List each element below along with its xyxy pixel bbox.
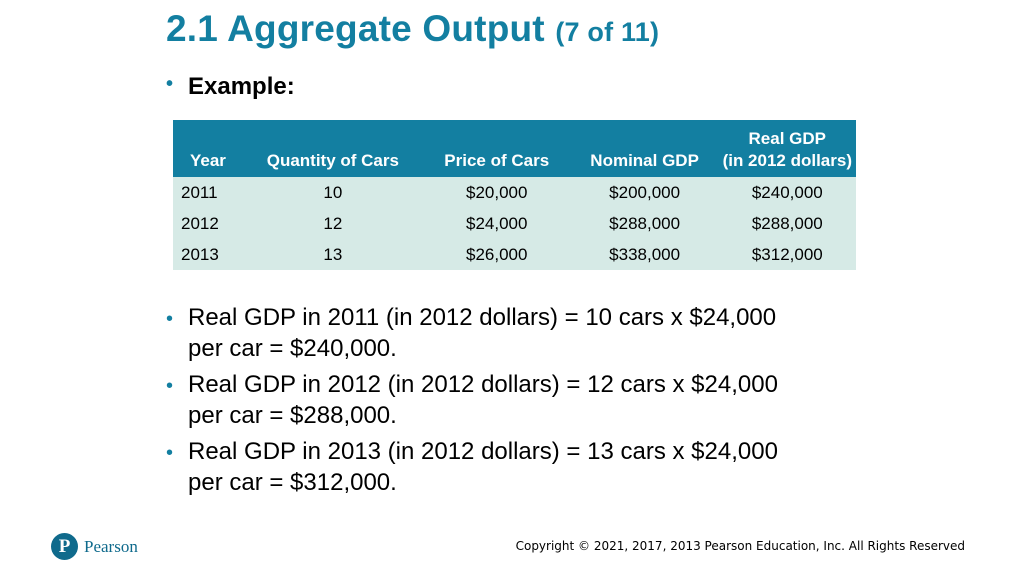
equation-text: Real GDP in 2012 (in 2012 dollars) = 12 … [188, 369, 868, 431]
header-real-line1: Real GDP [748, 129, 827, 148]
header-year: Year [173, 120, 243, 177]
table-row: 2013 13 $26,000 $338,000 $312,000 [173, 239, 856, 270]
cell-real-gdp: $288,000 [718, 208, 856, 239]
cell-year: 2013 [173, 239, 243, 270]
header-nominal-gdp: Nominal GDP [570, 120, 719, 177]
title-subtitle: (7 of 11) [555, 17, 660, 47]
table-header-row: Year Quantity of Cars Price of Cars Nomi… [173, 120, 856, 177]
cell-price: $24,000 [422, 208, 571, 239]
bullet-dot-icon: • [166, 375, 174, 397]
table-row: 2011 10 $20,000 $200,000 $240,000 [173, 177, 856, 208]
equation-text: Real GDP in 2011 (in 2012 dollars) = 10 … [188, 302, 868, 364]
cell-real-gdp: $312,000 [718, 239, 856, 270]
header-quantity: Quantity of Cars [242, 120, 423, 177]
header-price: Price of Cars [422, 120, 571, 177]
example-label: Example: [188, 73, 295, 100]
cell-year: 2012 [173, 208, 243, 239]
equation-line1: Real GDP in 2013 (in 2012 dollars) = 13 … [188, 438, 778, 465]
cell-quantity: 12 [242, 208, 423, 239]
header-real-line2: (in 2012 dollars) [722, 151, 852, 170]
cell-real-gdp: $240,000 [718, 177, 856, 208]
equation-text: Real GDP in 2013 (in 2012 dollars) = 13 … [188, 436, 868, 498]
bullet-dot-icon: • [166, 308, 174, 330]
equation-line2: per car = $240,000. [188, 335, 397, 362]
pearson-p-icon: P [51, 533, 78, 560]
equation-line2: per car = $288,000. [188, 402, 397, 429]
cell-nominal-gdp: $338,000 [570, 239, 719, 270]
gdp-table: Year Quantity of Cars Price of Cars Nomi… [173, 120, 856, 270]
header-real-gdp: Real GDP (in 2012 dollars) [718, 120, 856, 177]
copyright-notice: Copyright © 2021, 2017, 2013 Pearson Edu… [515, 539, 965, 553]
cell-price: $26,000 [422, 239, 571, 270]
cell-quantity: 10 [242, 177, 423, 208]
title-main: 2.1 Aggregate Output [166, 8, 545, 49]
slide-title: 2.1 Aggregate Output (7 of 11) [166, 8, 659, 50]
equation-line2: per car = $312,000. [188, 469, 397, 496]
cell-year: 2011 [173, 177, 243, 208]
pearson-wordmark: Pearson [84, 536, 138, 556]
equation-line1: Real GDP in 2011 (in 2012 dollars) = 10 … [188, 304, 777, 331]
bullet-dot-icon: • [166, 73, 174, 95]
equation-line1: Real GDP in 2012 (in 2012 dollars) = 12 … [188, 371, 778, 398]
cell-nominal-gdp: $288,000 [570, 208, 719, 239]
table-row: 2012 12 $24,000 $288,000 $288,000 [173, 208, 856, 239]
cell-quantity: 13 [242, 239, 423, 270]
bullet-dot-icon: • [166, 442, 174, 464]
cell-nominal-gdp: $200,000 [570, 177, 719, 208]
cell-price: $20,000 [422, 177, 571, 208]
pearson-logo: P Pearson [51, 533, 138, 560]
